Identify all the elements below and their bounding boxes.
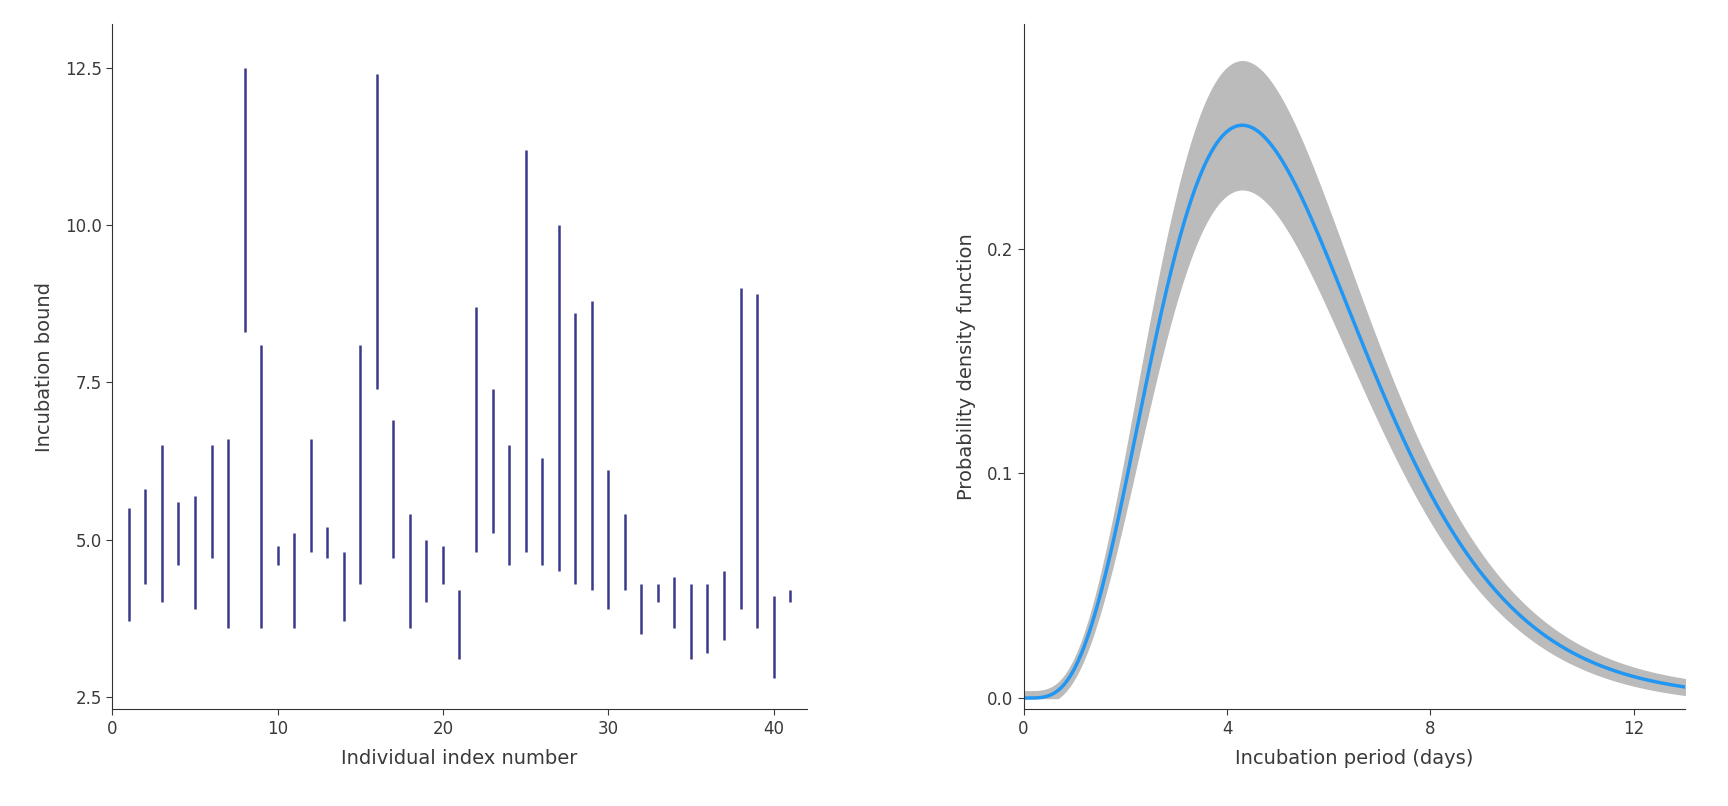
- X-axis label: Incubation period (days): Incubation period (days): [1236, 749, 1474, 768]
- Y-axis label: Incubation bound: Incubation bound: [35, 282, 54, 451]
- Y-axis label: Probability density function: Probability density function: [957, 234, 976, 500]
- X-axis label: Individual index number: Individual index number: [342, 749, 577, 768]
